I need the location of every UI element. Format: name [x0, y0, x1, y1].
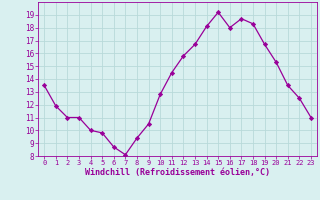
X-axis label: Windchill (Refroidissement éolien,°C): Windchill (Refroidissement éolien,°C) — [85, 168, 270, 177]
